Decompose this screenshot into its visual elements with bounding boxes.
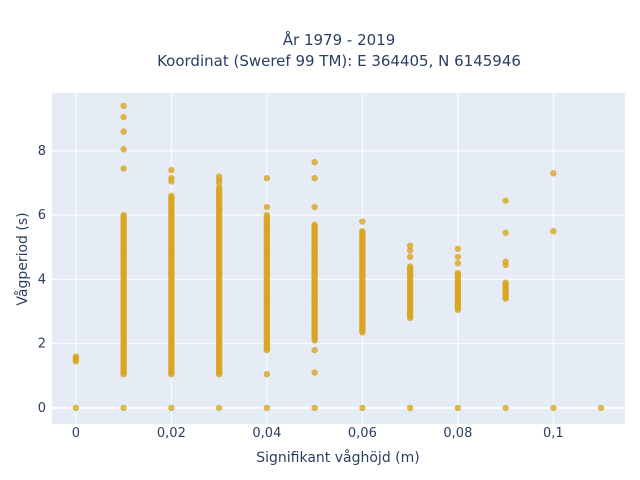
data-point — [454, 260, 462, 267]
data-point — [311, 174, 318, 182]
data-point — [72, 353, 80, 360]
data-point — [215, 173, 223, 180]
data-point — [359, 242, 366, 249]
data-point — [359, 227, 366, 235]
data-point — [406, 263, 414, 270]
data-point — [502, 197, 509, 204]
y-axis-title: Vågperiod (s) — [14, 212, 31, 305]
data-point — [72, 404, 80, 412]
data-point — [263, 404, 271, 412]
y-tick-label: 8 — [38, 144, 46, 159]
data-point — [502, 258, 509, 265]
x-tick-label: 0,02 — [157, 426, 186, 441]
data-point — [311, 158, 318, 166]
x-tick-label: 0,06 — [348, 426, 377, 441]
data-point — [311, 369, 318, 376]
data-point — [311, 346, 318, 354]
data-point — [168, 192, 175, 200]
data-point — [263, 203, 271, 211]
data-point — [502, 229, 509, 236]
data-point — [550, 170, 557, 177]
data-point — [263, 174, 271, 182]
data-point — [215, 184, 223, 192]
data-point — [168, 404, 175, 412]
chart-title-line1: År 1979 - 2019 — [283, 30, 396, 49]
plot-area — [52, 93, 625, 424]
data-point — [215, 404, 223, 412]
data-point — [120, 102, 127, 110]
data-point — [120, 113, 127, 121]
data-point — [406, 404, 414, 412]
y-tick-label: 0 — [38, 401, 46, 416]
data-point — [120, 146, 127, 153]
x-tick-labels: 0 0,02 0,04 0,06 0,08 0,1 — [72, 426, 564, 441]
data-point — [597, 404, 605, 412]
data-point — [263, 211, 271, 219]
data-point — [454, 269, 462, 277]
data-point — [502, 404, 509, 412]
data-point — [406, 247, 414, 254]
data-point — [311, 203, 318, 211]
data-point — [120, 404, 127, 412]
chart-title-line2: Koordinat (Sweref 99 TM): E 364405, N 61… — [157, 52, 521, 70]
data-point — [311, 404, 318, 412]
data-point — [454, 253, 462, 261]
scatter-points — [72, 102, 605, 412]
x-tick-label: 0 — [72, 426, 80, 441]
data-point — [550, 404, 557, 412]
data-point — [120, 211, 127, 219]
y-tick-labels: 0 2 4 6 8 — [38, 144, 46, 416]
data-point — [263, 370, 271, 378]
data-point — [454, 245, 462, 253]
data-point — [359, 218, 366, 225]
data-point — [454, 404, 462, 412]
y-tick-label: 2 — [38, 337, 46, 352]
data-point — [168, 174, 175, 182]
data-point — [120, 165, 127, 172]
y-tick-label: 6 — [38, 208, 46, 223]
data-point — [502, 279, 509, 286]
data-point — [406, 253, 414, 261]
data-point — [311, 221, 318, 228]
data-point — [168, 166, 175, 174]
y-tick-label: 4 — [38, 272, 46, 287]
x-axis-title: Signifikant våghöjd (m) — [256, 449, 419, 466]
data-point — [550, 227, 557, 235]
data-point — [120, 128, 127, 135]
x-tick-label: 0,08 — [443, 426, 472, 441]
data-point — [406, 242, 414, 249]
x-tick-label: 0,1 — [543, 426, 564, 441]
x-tick-label: 0,04 — [252, 426, 281, 441]
data-point — [359, 404, 366, 412]
